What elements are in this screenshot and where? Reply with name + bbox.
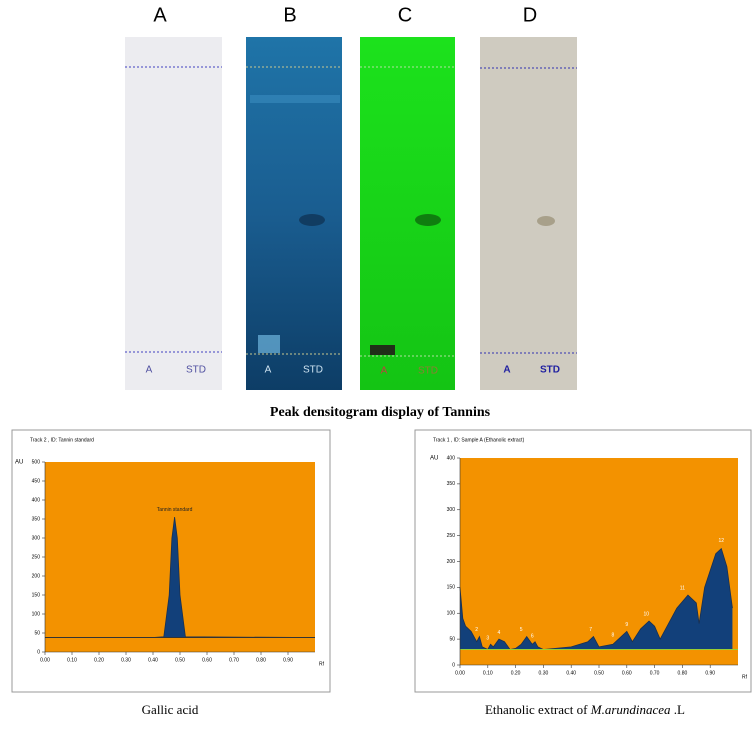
x-tick-label: 0.20 bbox=[511, 670, 521, 676]
panel-label: D bbox=[523, 4, 537, 26]
y-tick-label: 200 bbox=[447, 559, 456, 565]
y-tick-label: 350 bbox=[32, 516, 41, 522]
caption-part: .L bbox=[671, 702, 686, 717]
x-tick-label: 0.80 bbox=[678, 670, 688, 676]
y-tick-label: 400 bbox=[447, 455, 456, 461]
y-tick-label: 400 bbox=[32, 497, 41, 503]
y-tick-label: 0 bbox=[452, 662, 455, 668]
peak-label: 5 bbox=[520, 627, 523, 633]
peak-label: 9 bbox=[625, 622, 628, 628]
x-tick-label: 0.50 bbox=[594, 670, 604, 676]
lane-label: A bbox=[381, 366, 388, 377]
lane-label: A bbox=[503, 365, 510, 376]
band bbox=[250, 95, 340, 103]
caption-part: Ethanolic extract of bbox=[485, 702, 591, 717]
y-tick-label: 150 bbox=[32, 592, 41, 598]
lane-label: STD bbox=[418, 366, 438, 377]
chart-title: Track 2 , ID: Tannin standard bbox=[30, 437, 94, 443]
x-tick-label: 0.10 bbox=[67, 657, 77, 663]
peak-label: 12 bbox=[719, 538, 725, 544]
tlc-plate bbox=[125, 37, 222, 390]
caption-part: Gallic acid bbox=[142, 702, 199, 717]
x-axis-label: Rf bbox=[319, 661, 325, 667]
caption: Ethanolic extract of M.arundinacea .L bbox=[485, 702, 685, 717]
x-tick-label: 0.70 bbox=[229, 657, 239, 663]
peak-label: 2 bbox=[475, 627, 478, 633]
peak-label: 7 bbox=[589, 627, 592, 633]
y-tick-label: 100 bbox=[447, 611, 456, 617]
x-tick-label: 0.00 bbox=[40, 657, 50, 663]
caption: Gallic acid bbox=[142, 702, 199, 717]
y-axis-label: AU bbox=[15, 460, 23, 466]
x-tick-label: 0.10 bbox=[483, 670, 493, 676]
spot bbox=[258, 335, 280, 353]
y-axis-label: AU bbox=[430, 456, 438, 462]
spot bbox=[415, 214, 441, 226]
y-tick-label: 150 bbox=[447, 585, 456, 591]
x-tick-label: 0.30 bbox=[121, 657, 131, 663]
x-tick-label: 0.60 bbox=[202, 657, 212, 663]
panel-label: B bbox=[283, 4, 296, 26]
spot bbox=[537, 216, 555, 226]
y-tick-label: 350 bbox=[447, 481, 456, 487]
tlc-plate bbox=[360, 37, 455, 390]
y-tick-label: 450 bbox=[32, 478, 41, 484]
peak-label: Tannin standard bbox=[157, 507, 193, 513]
x-tick-label: 0.20 bbox=[94, 657, 104, 663]
x-tick-label: 0.60 bbox=[622, 670, 632, 676]
lane-label: STD bbox=[186, 365, 206, 376]
peak-area bbox=[460, 548, 733, 650]
peak-label: 4 bbox=[498, 630, 501, 636]
x-tick-label: 0.30 bbox=[539, 670, 549, 676]
y-tick-label: 0 bbox=[37, 649, 40, 655]
x-tick-label: 0.90 bbox=[705, 670, 715, 676]
spot bbox=[370, 345, 395, 355]
chart-title: Track 1 , ID: Sample A (Ethanolic extrac… bbox=[433, 437, 525, 443]
y-tick-label: 200 bbox=[32, 573, 41, 579]
peak-label: 6 bbox=[531, 633, 534, 639]
y-tick-label: 300 bbox=[447, 507, 456, 513]
tlc-plate bbox=[480, 37, 577, 390]
lane-label: STD bbox=[540, 365, 560, 376]
panel-label: A bbox=[153, 4, 167, 26]
x-tick-label: 0.40 bbox=[148, 657, 158, 663]
x-tick-label: 0.80 bbox=[256, 657, 266, 663]
panel-label: C bbox=[398, 4, 412, 26]
peak-label: 3 bbox=[486, 635, 489, 641]
y-tick-label: 250 bbox=[32, 554, 41, 560]
y-tick-label: 500 bbox=[32, 459, 41, 465]
y-tick-label: 100 bbox=[32, 611, 41, 617]
peak-area bbox=[45, 517, 313, 638]
x-tick-label: 0.00 bbox=[455, 670, 465, 676]
y-tick-label: 300 bbox=[32, 535, 41, 541]
section-title: Peak densitogram display of Tannins bbox=[270, 405, 491, 420]
x-tick-label: 0.40 bbox=[566, 670, 576, 676]
lane-label: STD bbox=[303, 365, 323, 376]
caption-part: M.arundinacea bbox=[590, 702, 671, 717]
lane-label: A bbox=[265, 365, 272, 376]
peak-label: 10 bbox=[643, 612, 649, 618]
y-tick-label: 250 bbox=[447, 533, 456, 539]
x-axis-label: Rf bbox=[742, 674, 748, 680]
spot bbox=[299, 214, 325, 226]
trace-line bbox=[459, 547, 733, 650]
peak-label: 11 bbox=[680, 586, 685, 592]
lane-label: A bbox=[146, 365, 153, 376]
x-tick-label: 0.50 bbox=[175, 657, 185, 663]
y-tick-label: 50 bbox=[449, 636, 455, 642]
peak-label: 8 bbox=[612, 632, 615, 638]
y-tick-label: 50 bbox=[34, 630, 40, 636]
x-tick-label: 0.70 bbox=[650, 670, 660, 676]
x-tick-label: 0.90 bbox=[283, 657, 293, 663]
